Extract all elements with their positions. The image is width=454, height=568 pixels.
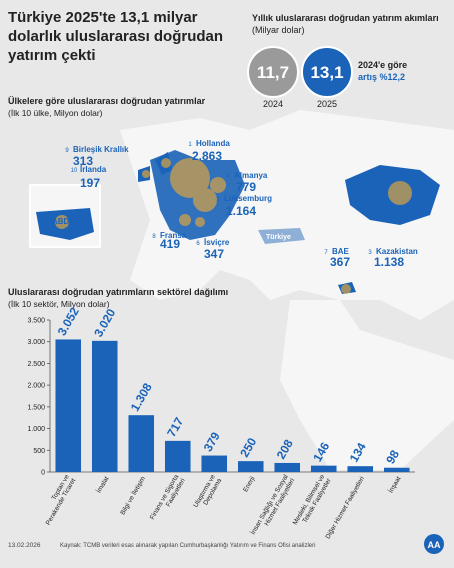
y-tick-label: 2.500 (27, 361, 45, 368)
country-value: 1.164 (226, 204, 256, 218)
country-name: Birleşik Krallık (73, 145, 129, 154)
country-rank: 7 (324, 250, 328, 256)
bar (310, 465, 337, 472)
heading: Yıllık uluslararası doğrudan yatırım akı… (252, 13, 439, 23)
value-label: 717 (164, 415, 186, 440)
flow-circle (301, 46, 353, 98)
x-tick-label: Toptan vePerakende Ticaret (38, 473, 77, 526)
country-rank: 6 (196, 241, 200, 247)
y-tick-label: 3.500 (27, 318, 45, 325)
country-name: İsviçre (204, 238, 230, 247)
title: Türkiye 2025'te 13,1 milyar dolarlık ulu… (8, 9, 224, 64)
country-value: 347 (204, 247, 224, 261)
country-value: 313 (73, 154, 93, 168)
bar (201, 455, 228, 472)
value-label: 208 (274, 437, 296, 462)
bar (347, 466, 374, 472)
x-tick-label: Mesleki, Bilimsel veTeknik Faaliyetler (292, 473, 333, 530)
value-label: 134 (347, 440, 369, 465)
y-tick-label: 1.500 (27, 404, 45, 411)
country-value: 419 (160, 237, 180, 251)
map-subtitle: (İlk 10 ülke, Milyon dolar) (8, 108, 103, 118)
chart-title: Uluslararası doğrudan yatırımların sektö… (8, 287, 228, 297)
country-name: Almanya (234, 171, 268, 180)
y-tick-label: 2.000 (27, 383, 45, 390)
value-label: 146 (310, 440, 332, 465)
source: Kaynak: TCMB verileri esas alınarak yapı… (60, 543, 315, 549)
chart-subtitle: (İlk 10 sektör, Milyon dolar) (8, 299, 110, 309)
value-label: 379 (201, 429, 223, 454)
flows-heading: Yıllık uluslararası doğrudan yatırım akı… (252, 12, 452, 36)
country-rank: 3 (368, 250, 372, 256)
bar (55, 339, 82, 472)
country-rank: 10 (71, 168, 78, 174)
country-name: İrlanda (80, 165, 107, 174)
country-rank: 2 (216, 197, 220, 203)
flow-year: 2024 (263, 99, 283, 109)
x-tick-label: Diğer Hizmet Faaliyetleri (325, 476, 366, 541)
unit: (Milyar dolar) (252, 25, 305, 35)
country-rank: 5 (44, 220, 48, 226)
y-tick-label: 500 (33, 448, 45, 455)
country-value: 779 (236, 180, 256, 194)
country-rank: 8 (152, 234, 156, 240)
country-value: 1.138 (374, 255, 404, 269)
country-value: 2.863 (192, 149, 222, 163)
x-tick-label: Enerji (242, 476, 256, 494)
country-name: BAE (332, 247, 350, 256)
y-tick-label: 1.000 (27, 426, 45, 433)
y-tick-label: 3.000 (27, 339, 45, 346)
date: 13.02.2026 (8, 542, 41, 549)
value-label: 98 (383, 447, 402, 466)
y-tick-label: 0 (41, 470, 45, 477)
value-label: 3.020 (91, 306, 118, 339)
logo-bg (424, 534, 444, 554)
bar (237, 461, 264, 472)
bar (128, 415, 155, 472)
country-name: Hollanda (196, 139, 230, 148)
flow-value: 13,1 (310, 63, 343, 82)
country-name: Lüksemburg (224, 194, 272, 203)
country-value: 536 (64, 225, 84, 239)
bar (91, 340, 118, 472)
x-tick-label: İmalat (94, 474, 111, 494)
bar (164, 440, 191, 472)
map-title: Ülkelere göre uluslararası doğrudan yatı… (8, 96, 206, 106)
x-tick-label: İnsan Sağlığı ve SosyalHizmet Faaliyetle… (248, 472, 297, 540)
country-value: 197 (80, 176, 100, 190)
logo: AA (428, 540, 441, 550)
flow-value: 11,7 (257, 63, 289, 82)
change: artış %12,2 (358, 72, 405, 82)
country-rank: 9 (65, 148, 69, 154)
bar (383, 467, 410, 472)
value-label: 3.052 (55, 305, 82, 338)
turkey-label: Türkiye (266, 234, 291, 241)
x-tick-label: Bilgi ve İletişim (118, 475, 147, 517)
value-label: 1.308 (128, 380, 155, 413)
country-name: Fransa (160, 231, 187, 240)
value-label: 250 (237, 435, 259, 460)
country-name: ABD (52, 217, 70, 226)
country-value: 367 (330, 255, 350, 269)
flow-year: 2025 (317, 99, 337, 109)
bar (274, 462, 301, 472)
flow-circle (247, 46, 299, 98)
country-rank: 4 (226, 174, 230, 180)
country-rank: 1 (188, 142, 192, 148)
country-name: Kazakistan (376, 247, 418, 256)
change-label: 2024'e göre (358, 60, 407, 70)
x-tick-label: İnşaat (386, 474, 403, 494)
x-tick-label: Ulaştırma veDepolama (192, 473, 223, 512)
x-tick-label: Finans ve SigortaFaaliyetleri (149, 473, 187, 524)
